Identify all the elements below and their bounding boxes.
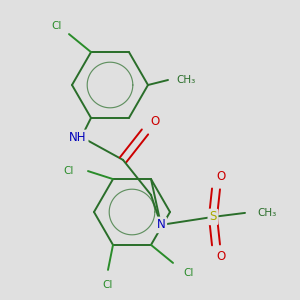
Text: CH₃: CH₃ bbox=[176, 75, 196, 85]
Text: O: O bbox=[150, 116, 160, 128]
Text: CH₃: CH₃ bbox=[257, 208, 277, 218]
Text: NH: NH bbox=[69, 131, 87, 144]
Text: S: S bbox=[209, 210, 217, 224]
Text: Cl: Cl bbox=[52, 21, 62, 31]
Text: N: N bbox=[157, 218, 165, 231]
Text: O: O bbox=[216, 250, 226, 263]
Text: Cl: Cl bbox=[103, 280, 113, 290]
Text: Cl: Cl bbox=[184, 268, 194, 278]
Text: O: O bbox=[216, 170, 226, 183]
Text: Cl: Cl bbox=[64, 166, 74, 176]
